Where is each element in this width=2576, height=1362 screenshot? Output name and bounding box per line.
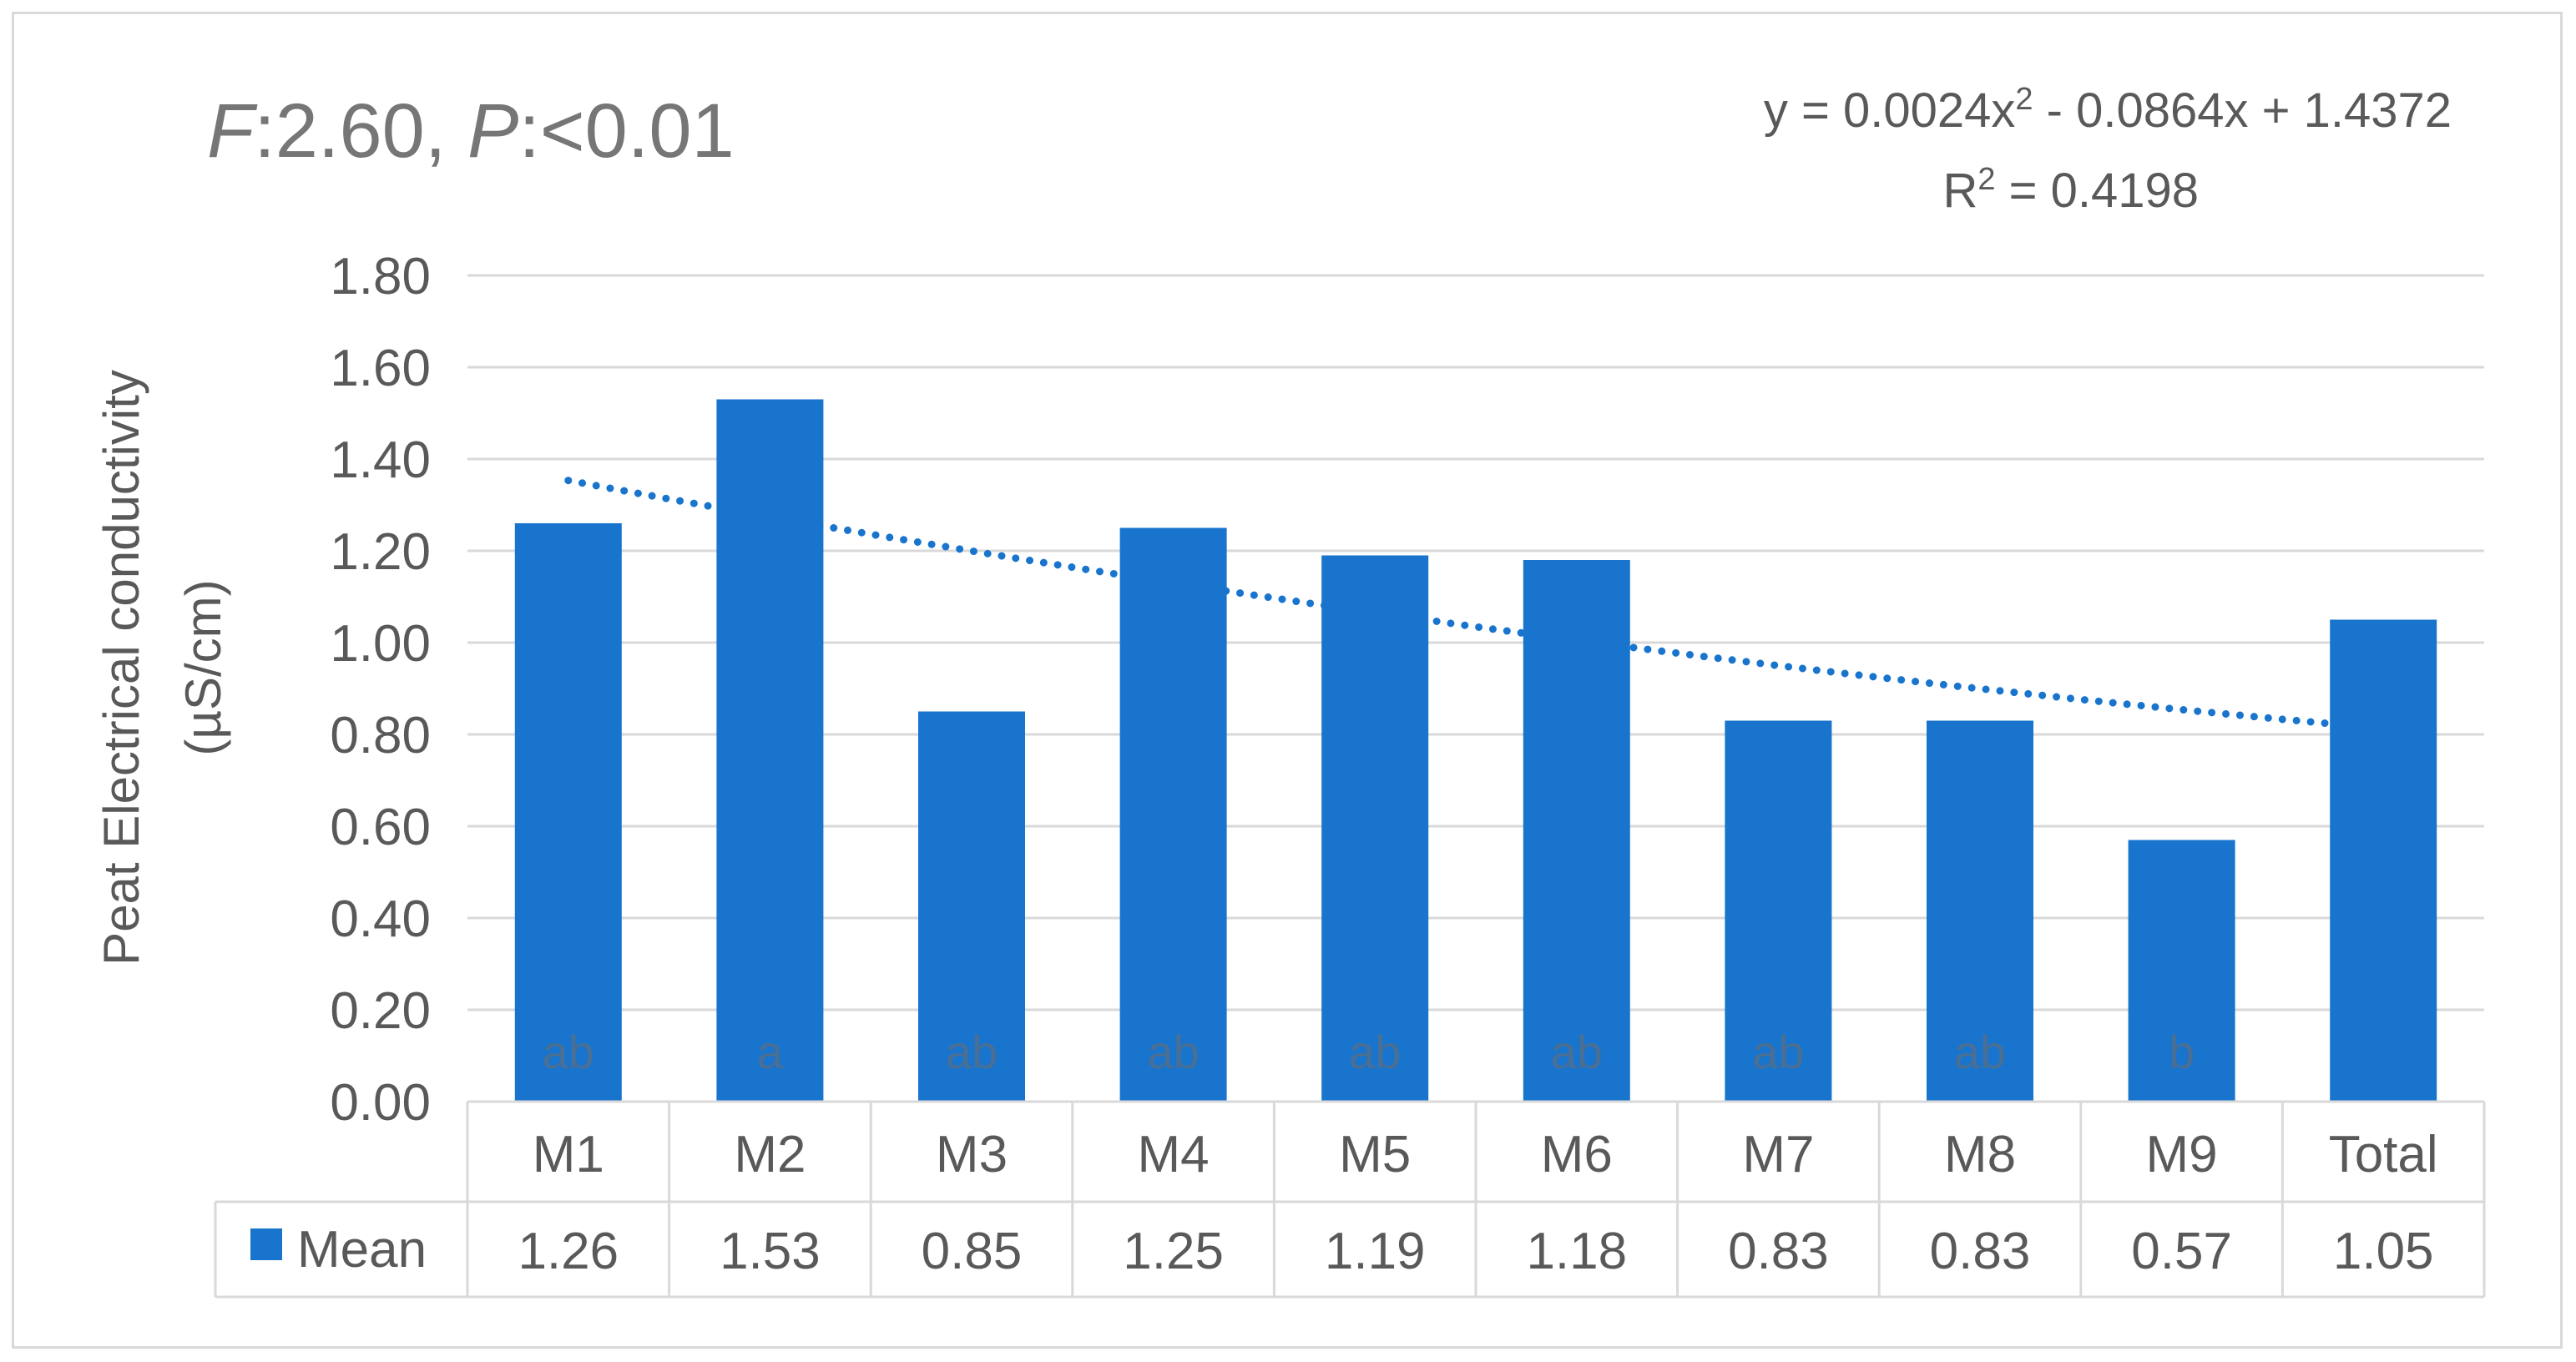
group-letter: ab	[1954, 1026, 2006, 1078]
trendline-path	[564, 477, 2387, 733]
table-value: 0.85	[922, 1223, 1023, 1280]
bar-m9	[2128, 840, 2235, 1102]
bar-m2	[716, 399, 824, 1102]
p-value: :<0.01	[518, 88, 734, 174]
x-category-label: M9	[2146, 1126, 2218, 1183]
y-tick-label: 0.60	[330, 799, 431, 856]
table-value: 1.26	[518, 1223, 619, 1280]
x-category-label: M6	[1541, 1126, 1613, 1183]
data-table: M1 1.26 M2 1.53 M3 0.85 M4 1.25 M5 1.19 M6 1.18 M7 0.…	[214, 1100, 2486, 1299]
x-category-label: M2	[734, 1126, 806, 1183]
x-category-label: M1	[533, 1126, 604, 1183]
bar-m3	[918, 711, 1025, 1102]
p-label: P	[467, 88, 518, 174]
x-category-label: Total	[2329, 1126, 2438, 1183]
group-letter: a	[757, 1026, 784, 1078]
y-tick-label: 1.60	[330, 340, 431, 397]
x-category-label: M5	[1339, 1126, 1411, 1183]
x-category-label: M4	[1138, 1126, 1210, 1183]
group-letter: ab	[1551, 1026, 1603, 1078]
table-value: 1.53	[720, 1223, 821, 1280]
anova-annotation: F:2.60, P:<0.01	[207, 88, 735, 174]
y-tick-label: 0.40	[330, 890, 431, 948]
bars	[514, 399, 2437, 1102]
group-letter: b	[2169, 1026, 2195, 1078]
y-tick-label: 1.40	[330, 431, 431, 489]
y-axis-title-line2: (µS/cm)	[175, 579, 231, 755]
chart-frame	[12, 12, 2563, 1349]
x-category-label: M8	[1944, 1126, 2016, 1183]
group-letter: ab	[946, 1026, 998, 1078]
group-letter: ab	[1349, 1026, 1401, 1078]
trendline	[564, 477, 2387, 733]
y-tick-label: 1.80	[330, 248, 431, 305]
y-tick-label: 0.20	[330, 982, 431, 1040]
group-letter: ab	[1752, 1026, 1804, 1078]
trendline-equation: y = 0.0024x2 - 0.0864x + 1.4372	[1764, 82, 2452, 138]
bar-m5	[1321, 555, 1429, 1102]
f-value: :2.60,	[254, 88, 467, 174]
group-letters: ab a ab ab ab ab ab ab b	[543, 1026, 2195, 1078]
bar-m6	[1523, 560, 1630, 1102]
table-value: 1.19	[1325, 1223, 1426, 1280]
y-tick-label: 1.20	[330, 523, 431, 581]
x-category-label: M3	[936, 1126, 1008, 1183]
legend-label: Mean	[297, 1221, 427, 1279]
table-value: 0.57	[2131, 1223, 2232, 1280]
bar-m7	[1725, 720, 1832, 1102]
bar-m1	[514, 523, 622, 1102]
y-axis-title-line1: Peat Electrical conductivity	[93, 370, 149, 966]
table-value: 1.18	[1526, 1223, 1627, 1280]
y-tick-label: 1.00	[330, 615, 431, 673]
f-label: F	[207, 88, 258, 174]
bar-total	[2330, 619, 2437, 1102]
y-tick-label: 0.00	[330, 1074, 431, 1132]
y-tick-label: 0.80	[330, 707, 431, 764]
group-letter: ab	[1147, 1026, 1199, 1078]
table-value: 0.83	[1930, 1223, 2031, 1280]
trendline-r-squared: R2 = 0.4198	[1942, 162, 2199, 218]
table-value: 1.05	[2333, 1223, 2434, 1280]
bar-m4	[1119, 527, 1227, 1102]
group-letter: ab	[543, 1026, 594, 1078]
bar-m8	[1927, 720, 2033, 1102]
y-axis-title: Peat Electrical conductivity (µS/cm)	[93, 370, 231, 966]
y-axis-ticks: 0.00 0.20 0.40 0.60 0.80 1.00 1.20 1.40 1.60 1.80	[330, 248, 431, 1132]
legend-swatch	[250, 1228, 282, 1260]
x-category-label: M7	[1742, 1126, 1814, 1183]
table-value: 1.25	[1123, 1223, 1224, 1280]
table-value: 0.83	[1728, 1223, 1829, 1280]
